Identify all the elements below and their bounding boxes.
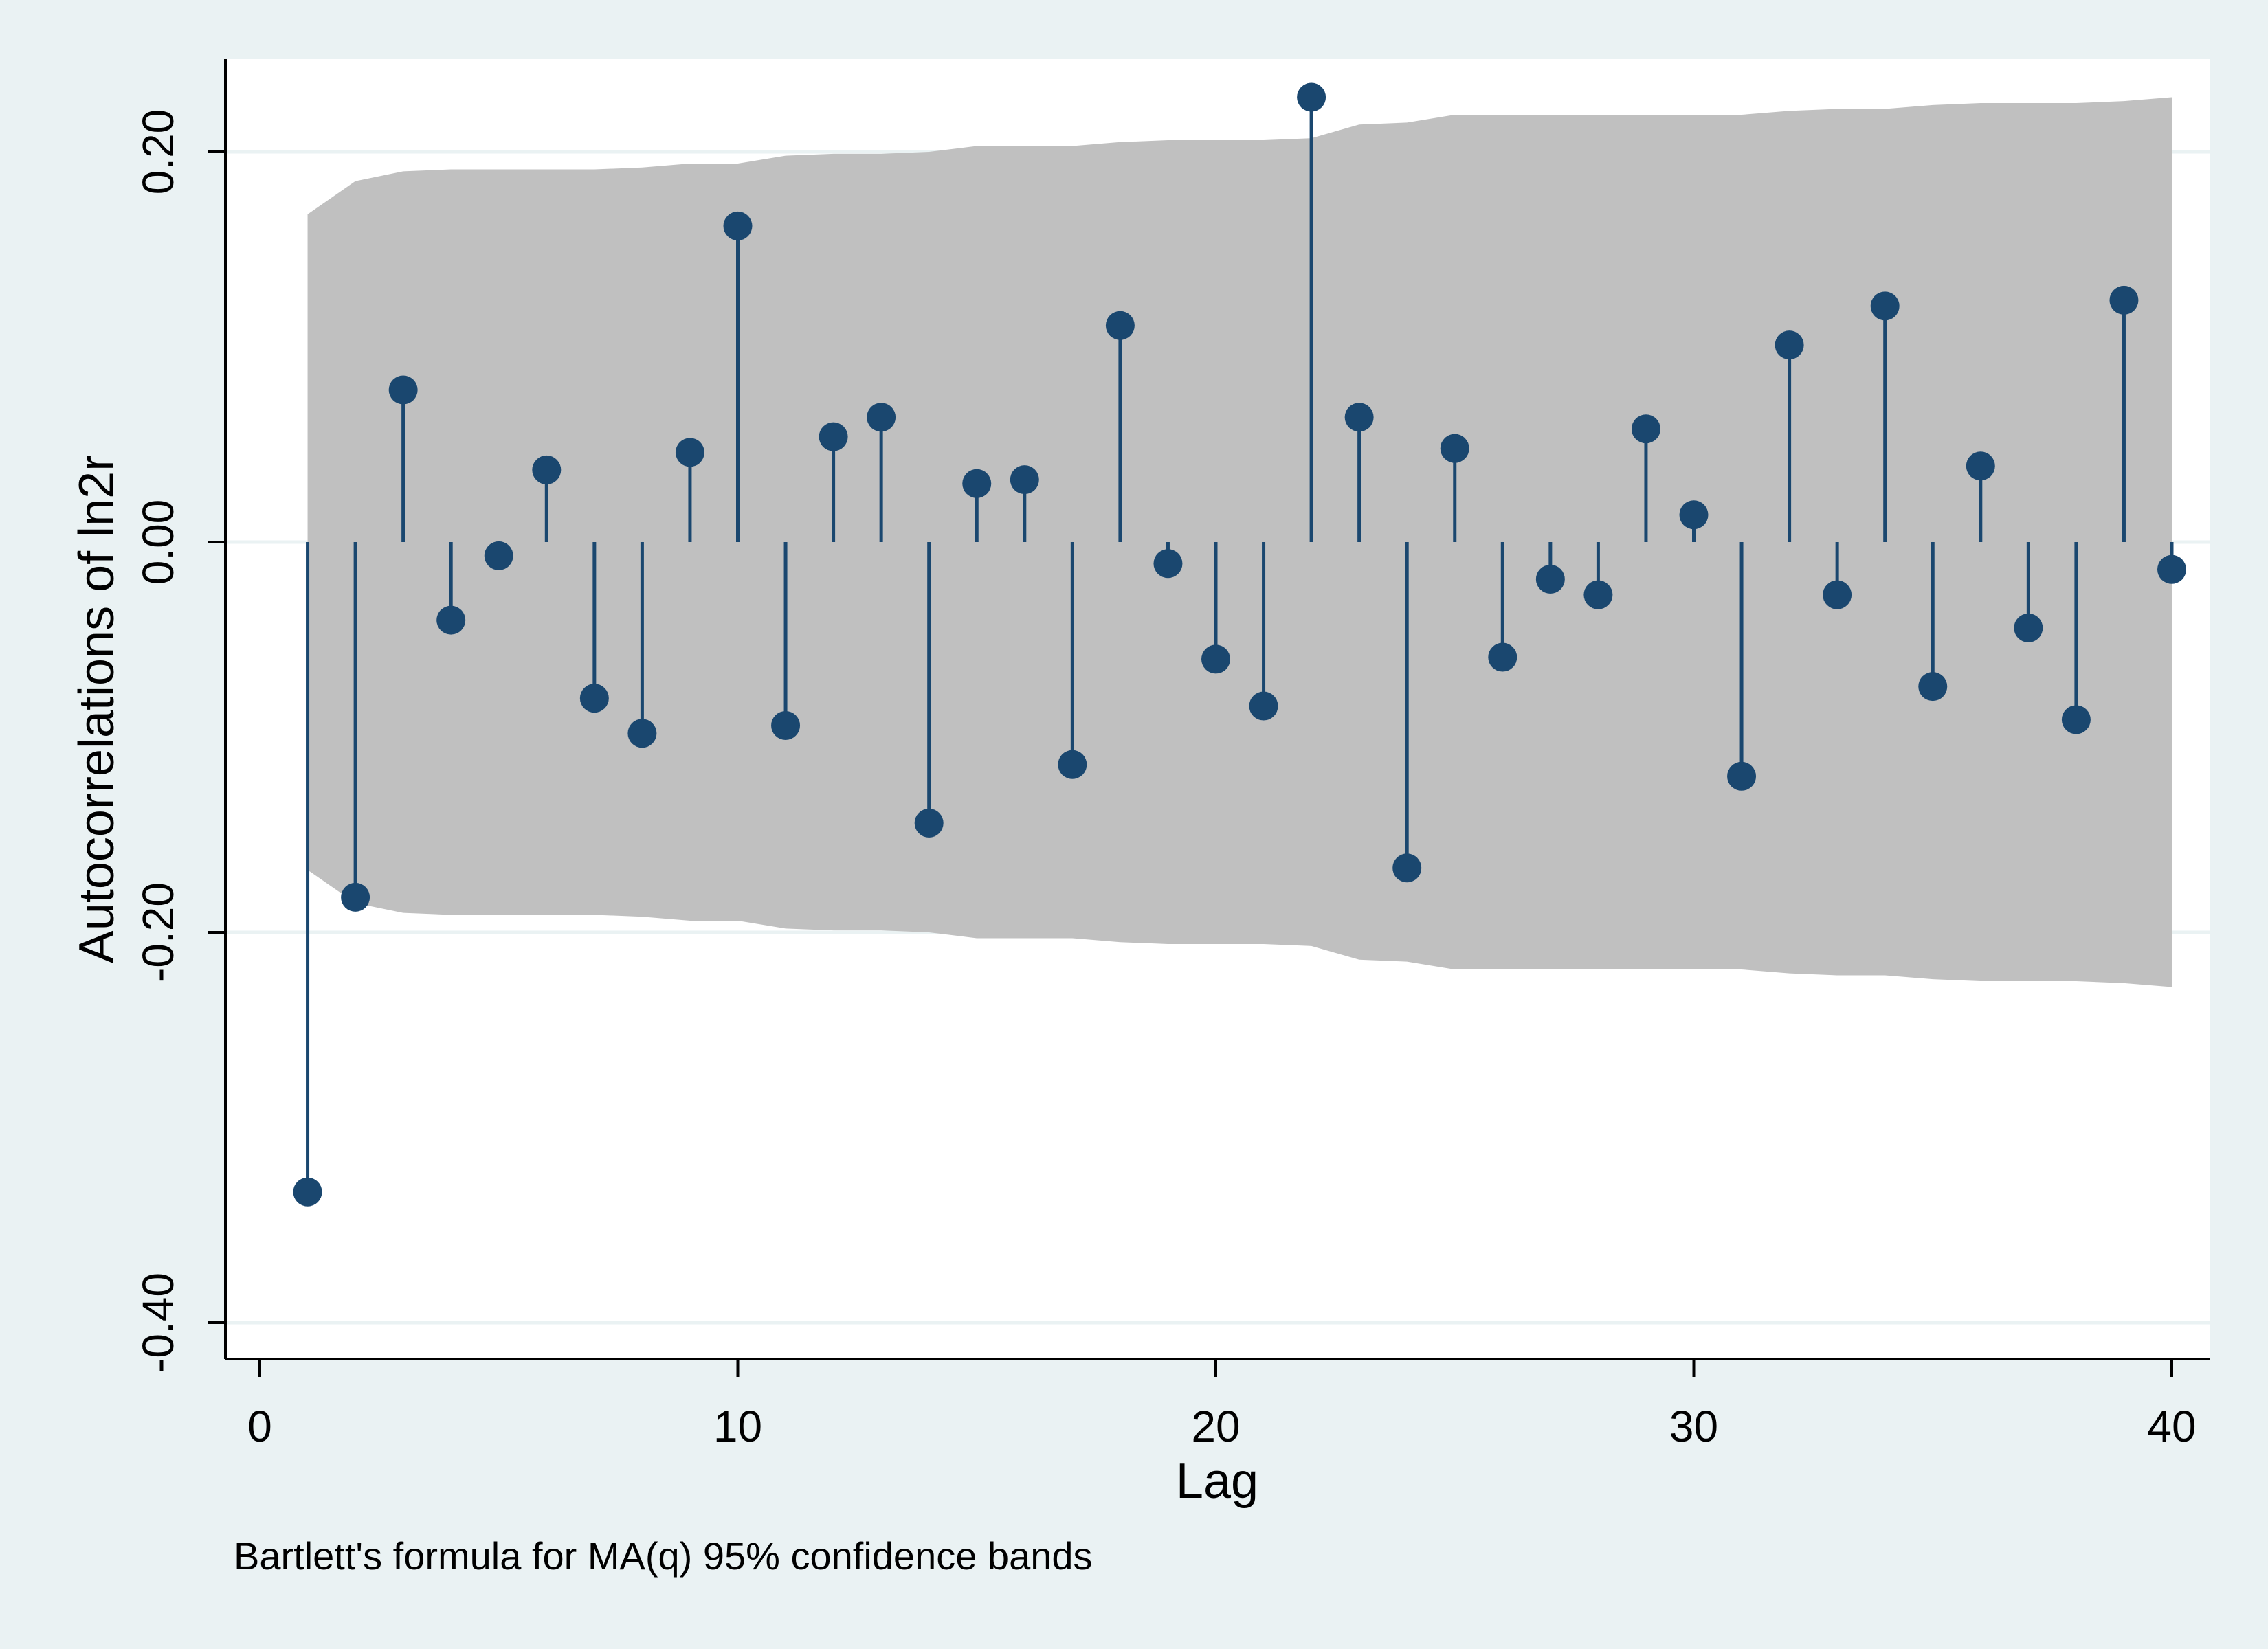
acf-stems — [293, 82, 2186, 1207]
acf-point — [867, 403, 896, 432]
acf-point — [1966, 451, 1995, 481]
y-tick-label: -0.20 — [133, 882, 183, 983]
acf-point — [1535, 564, 1565, 594]
acf-point — [1488, 642, 1517, 672]
acf-point — [1440, 434, 1469, 463]
x-tick-label: 20 — [1191, 1402, 1240, 1451]
acf-point — [2157, 554, 2186, 584]
x-axis-title: Lag — [1176, 1454, 1258, 1509]
confidence-band-area — [307, 97, 2172, 987]
acf-point — [484, 541, 513, 570]
acf-point — [388, 375, 418, 405]
acf-point — [1823, 580, 1852, 609]
y-axis-title: Autocorrelations of ln2r — [69, 455, 124, 963]
acf-point — [293, 1177, 322, 1207]
acf-point — [532, 455, 562, 484]
acf-point — [1918, 672, 1948, 702]
acf-point — [1344, 403, 1374, 432]
acf-point — [819, 422, 848, 451]
acf-point — [2014, 613, 2043, 642]
acf-point — [1153, 549, 1183, 579]
acf-point — [627, 719, 657, 748]
acf-point — [723, 211, 753, 240]
acf-point — [1583, 580, 1613, 609]
x-tick-label: 40 — [2147, 1402, 2196, 1451]
acf-point — [675, 438, 704, 467]
x-axis-ticks: 0 10 20 30 40 — [247, 1359, 2197, 1451]
acf-point — [914, 808, 944, 838]
chart-note: Bartlett's formula for MA(q) 95% confide… — [234, 1534, 1093, 1578]
acf-point — [1870, 291, 1900, 321]
x-tick-label: 0 — [247, 1402, 272, 1451]
x-tick-label: 10 — [713, 1402, 762, 1451]
acf-point — [579, 684, 609, 713]
acf-point — [1297, 82, 1326, 112]
y-tick-label: 0.00 — [133, 500, 183, 585]
acf-point — [1058, 750, 1087, 779]
acf-point — [1679, 500, 1709, 530]
acf-point — [962, 469, 992, 498]
acf-point — [1105, 311, 1135, 340]
acf-point — [1392, 853, 1422, 883]
acf-point — [436, 605, 466, 635]
y-tick-label: 0.20 — [133, 109, 183, 195]
acf-point — [1010, 465, 1039, 495]
acf-point — [341, 882, 370, 912]
x-tick-label: 30 — [1669, 1402, 1718, 1451]
y-axis-ticks: -0.40 -0.20 0.00 0.20 — [133, 109, 225, 1373]
acf-point — [1201, 644, 1230, 674]
acf-point — [1775, 330, 1804, 360]
acf-point — [2061, 705, 2091, 734]
acf-point — [2109, 285, 2139, 315]
acf-point — [771, 710, 801, 740]
acf-point — [1727, 761, 1757, 791]
acf-point — [1631, 414, 1660, 444]
y-tick-label: -0.40 — [133, 1272, 183, 1373]
confidence-band — [307, 97, 2172, 987]
acf-point — [1249, 691, 1278, 721]
